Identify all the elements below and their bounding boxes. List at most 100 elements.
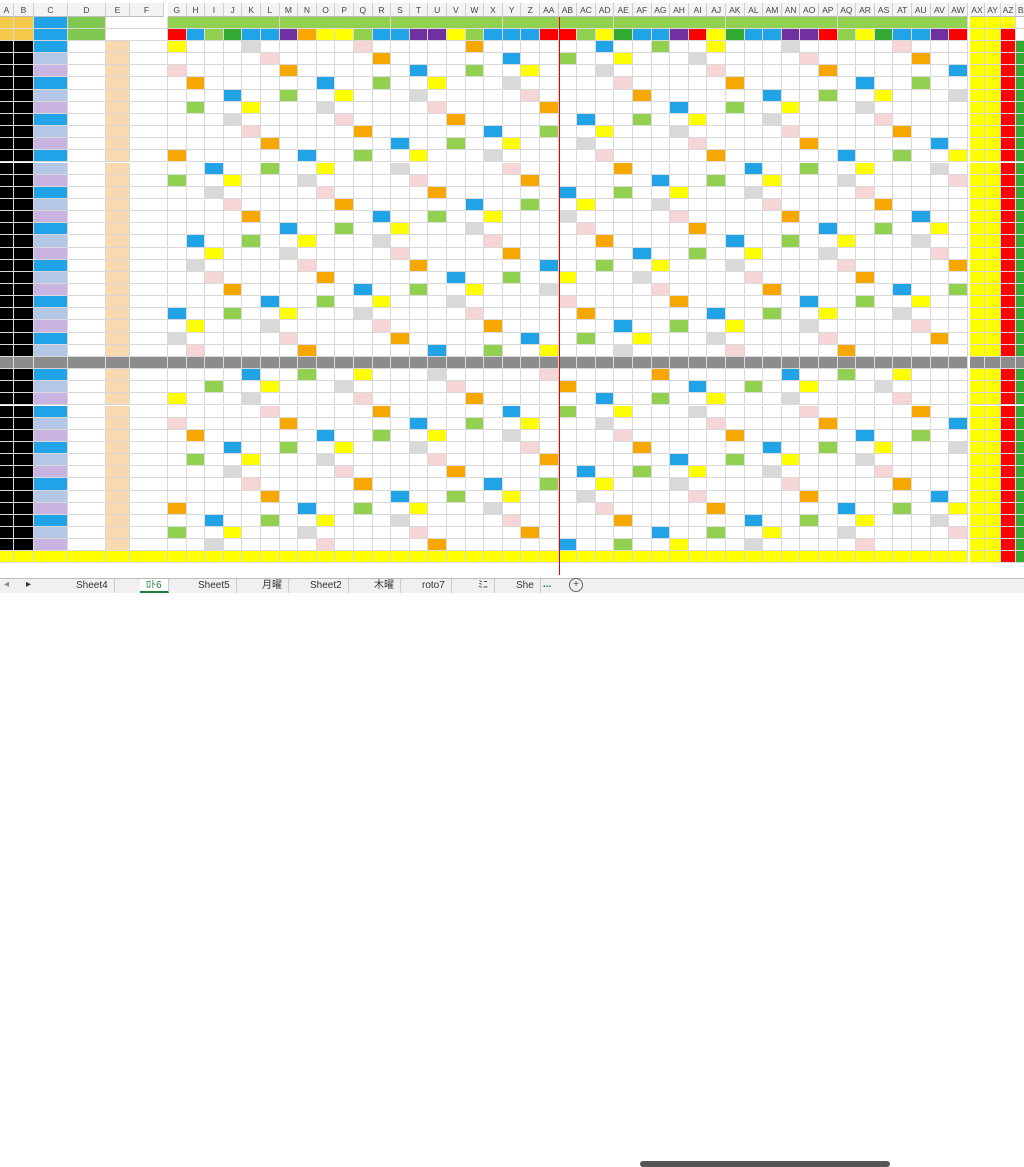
number-cell[interactable] [558, 466, 578, 479]
number-cell[interactable] [651, 369, 671, 382]
number-cell[interactable] [447, 539, 466, 552]
number-cell[interactable] [837, 223, 857, 236]
number-cell[interactable] [465, 284, 485, 297]
number-cell[interactable] [930, 490, 950, 503]
number-cell[interactable] [670, 405, 689, 418]
number-cell[interactable] [409, 429, 429, 442]
number-cell[interactable] [614, 344, 633, 357]
count-cell[interactable] [1016, 235, 1024, 248]
number-cell[interactable] [837, 211, 857, 224]
number-cell[interactable] [223, 235, 243, 248]
number-cell[interactable] [744, 65, 764, 78]
number-cell[interactable] [502, 296, 522, 309]
count-cell[interactable] [1000, 381, 1017, 394]
number-cell[interactable] [261, 211, 280, 224]
number-cell[interactable] [372, 113, 392, 127]
number-cell[interactable] [279, 113, 299, 127]
number-cell[interactable] [744, 466, 764, 479]
number-cell[interactable] [893, 441, 912, 455]
number-cell[interactable] [837, 174, 857, 187]
row-date[interactable] [34, 369, 68, 382]
number-cell[interactable] [261, 320, 280, 333]
number-cell[interactable] [261, 41, 280, 54]
column-header-ae[interactable]: AE [614, 3, 633, 17]
bottom-total-10[interactable] [335, 551, 354, 564]
number-cell[interactable] [763, 490, 782, 503]
number-cell[interactable] [223, 259, 243, 272]
number-cell[interactable] [372, 429, 392, 442]
number-cell[interactable] [651, 259, 671, 272]
count-cell[interactable] [985, 551, 1001, 564]
header2-ba[interactable] [1016, 29, 1024, 41]
count-cell[interactable] [1016, 454, 1024, 467]
number-cell[interactable] [335, 284, 354, 297]
count-cell[interactable] [1000, 344, 1017, 357]
count-cell[interactable] [969, 113, 986, 127]
number-cell[interactable] [595, 369, 615, 382]
row-session[interactable] [106, 320, 130, 333]
number-cell[interactable] [335, 198, 354, 212]
number-cell[interactable] [279, 162, 299, 175]
count-cell[interactable] [985, 65, 1001, 78]
number-cell[interactable] [800, 296, 819, 309]
number-cell[interactable] [726, 332, 745, 345]
row-date[interactable] [34, 527, 68, 540]
number-cell[interactable] [298, 138, 317, 151]
number-cell[interactable] [949, 198, 968, 212]
number-cell[interactable] [614, 393, 633, 406]
number-cell[interactable] [856, 393, 875, 406]
row-draw-number[interactable] [130, 393, 168, 406]
number-cell[interactable] [651, 271, 671, 284]
number-cell[interactable] [447, 356, 466, 370]
number-cell[interactable] [521, 490, 540, 503]
number-cell[interactable] [298, 223, 317, 236]
number-cell[interactable] [242, 417, 261, 430]
number-cell[interactable] [465, 162, 485, 175]
number-cell[interactable] [819, 284, 838, 297]
number-cell[interactable] [223, 405, 243, 418]
column-header-an[interactable]: AN [781, 3, 801, 17]
number-cell[interactable] [242, 138, 261, 151]
number-cell[interactable] [837, 381, 857, 394]
number-cell[interactable] [893, 478, 912, 491]
number-cell[interactable] [502, 308, 522, 321]
number-cell[interactable] [409, 271, 429, 284]
number-cell[interactable] [930, 65, 950, 78]
number-cell[interactable] [540, 150, 559, 163]
count-cell[interactable] [1016, 441, 1024, 455]
row-old-date[interactable] [68, 113, 106, 127]
number-cell[interactable] [744, 162, 764, 175]
number-cell[interactable] [558, 514, 578, 527]
number-cell[interactable] [893, 514, 912, 527]
row-session[interactable] [106, 466, 130, 479]
number-cell[interactable] [391, 101, 410, 114]
number-cell[interactable] [391, 490, 410, 503]
number-cell[interactable] [540, 77, 559, 90]
number-cell[interactable] [447, 138, 466, 151]
number-cell[interactable] [800, 454, 819, 467]
number-cell[interactable] [614, 186, 633, 199]
count-cell[interactable] [985, 356, 1001, 370]
number-cell[interactable] [633, 344, 652, 357]
number-cell[interactable] [372, 235, 392, 248]
column-header-aw[interactable]: AW [949, 3, 968, 17]
number-cell[interactable] [670, 174, 689, 187]
count-cell[interactable] [1000, 539, 1017, 552]
number-cell[interactable] [447, 41, 466, 54]
number-cell[interactable] [502, 271, 522, 284]
row-digit-a[interactable] [0, 271, 14, 284]
number-cell[interactable] [874, 381, 894, 394]
number-cell[interactable] [447, 381, 466, 394]
column-header-p[interactable]: P [335, 3, 354, 17]
count-cell[interactable] [1000, 247, 1017, 260]
count-cell[interactable] [969, 77, 986, 90]
number-cell[interactable] [707, 101, 726, 114]
number-cell[interactable] [484, 247, 503, 260]
number-cell[interactable] [521, 344, 540, 357]
number-cell[interactable] [763, 113, 782, 127]
number-cell[interactable] [912, 441, 931, 455]
number-cell[interactable] [354, 284, 373, 297]
number-cell[interactable] [595, 478, 615, 491]
number-cell[interactable] [354, 381, 373, 394]
number-cell[interactable] [651, 417, 671, 430]
